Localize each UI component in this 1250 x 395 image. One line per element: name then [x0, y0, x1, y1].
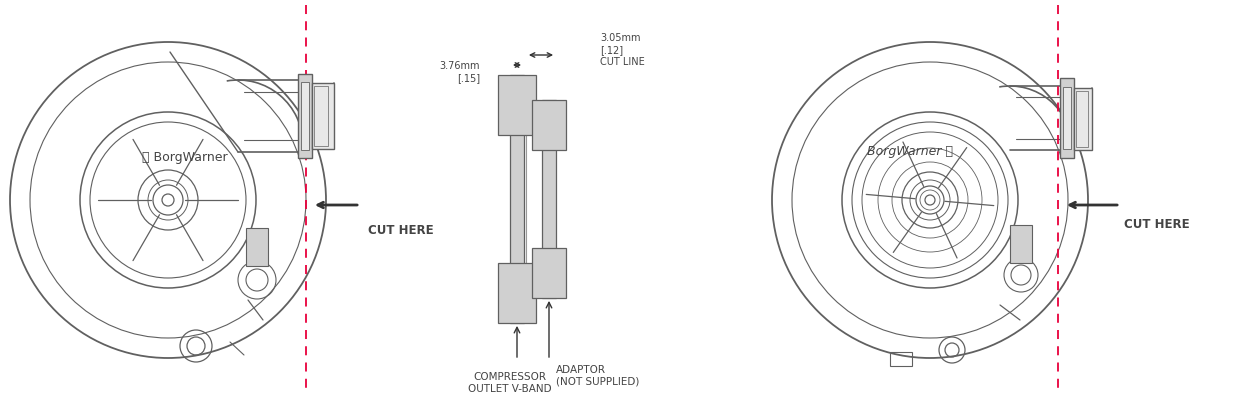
Bar: [498, 263, 536, 323]
Bar: [246, 228, 268, 266]
Text: Ⓝ BorgWarner: Ⓝ BorgWarner: [142, 152, 228, 164]
Bar: [1010, 225, 1032, 263]
Bar: [312, 83, 334, 149]
Text: CUT HERE: CUT HERE: [1124, 218, 1190, 231]
Bar: [1076, 91, 1088, 147]
Bar: [532, 100, 566, 150]
Bar: [301, 82, 309, 150]
Bar: [1074, 88, 1092, 150]
Text: COMPRESSOR
OUTLET V-BAND
OPTION: COMPRESSOR OUTLET V-BAND OPTION: [469, 372, 551, 395]
Bar: [1060, 78, 1074, 158]
Text: 3.05mm
[.12]
CUT LINE: 3.05mm [.12] CUT LINE: [600, 34, 645, 67]
Bar: [314, 86, 328, 146]
Text: ADAPTOR
(NOT SUPPLIED): ADAPTOR (NOT SUPPLIED): [556, 365, 640, 387]
Bar: [1062, 87, 1071, 149]
Bar: [298, 74, 312, 158]
Bar: [510, 75, 524, 323]
Bar: [532, 248, 566, 298]
Text: 3.76mm
[.15]: 3.76mm [.15]: [440, 61, 480, 83]
Bar: [542, 100, 556, 298]
Bar: [498, 75, 536, 135]
Bar: [890, 352, 912, 366]
Text: CUT HERE: CUT HERE: [368, 224, 434, 237]
Text: BorgWarner Ⓝ: BorgWarner Ⓝ: [867, 145, 952, 158]
